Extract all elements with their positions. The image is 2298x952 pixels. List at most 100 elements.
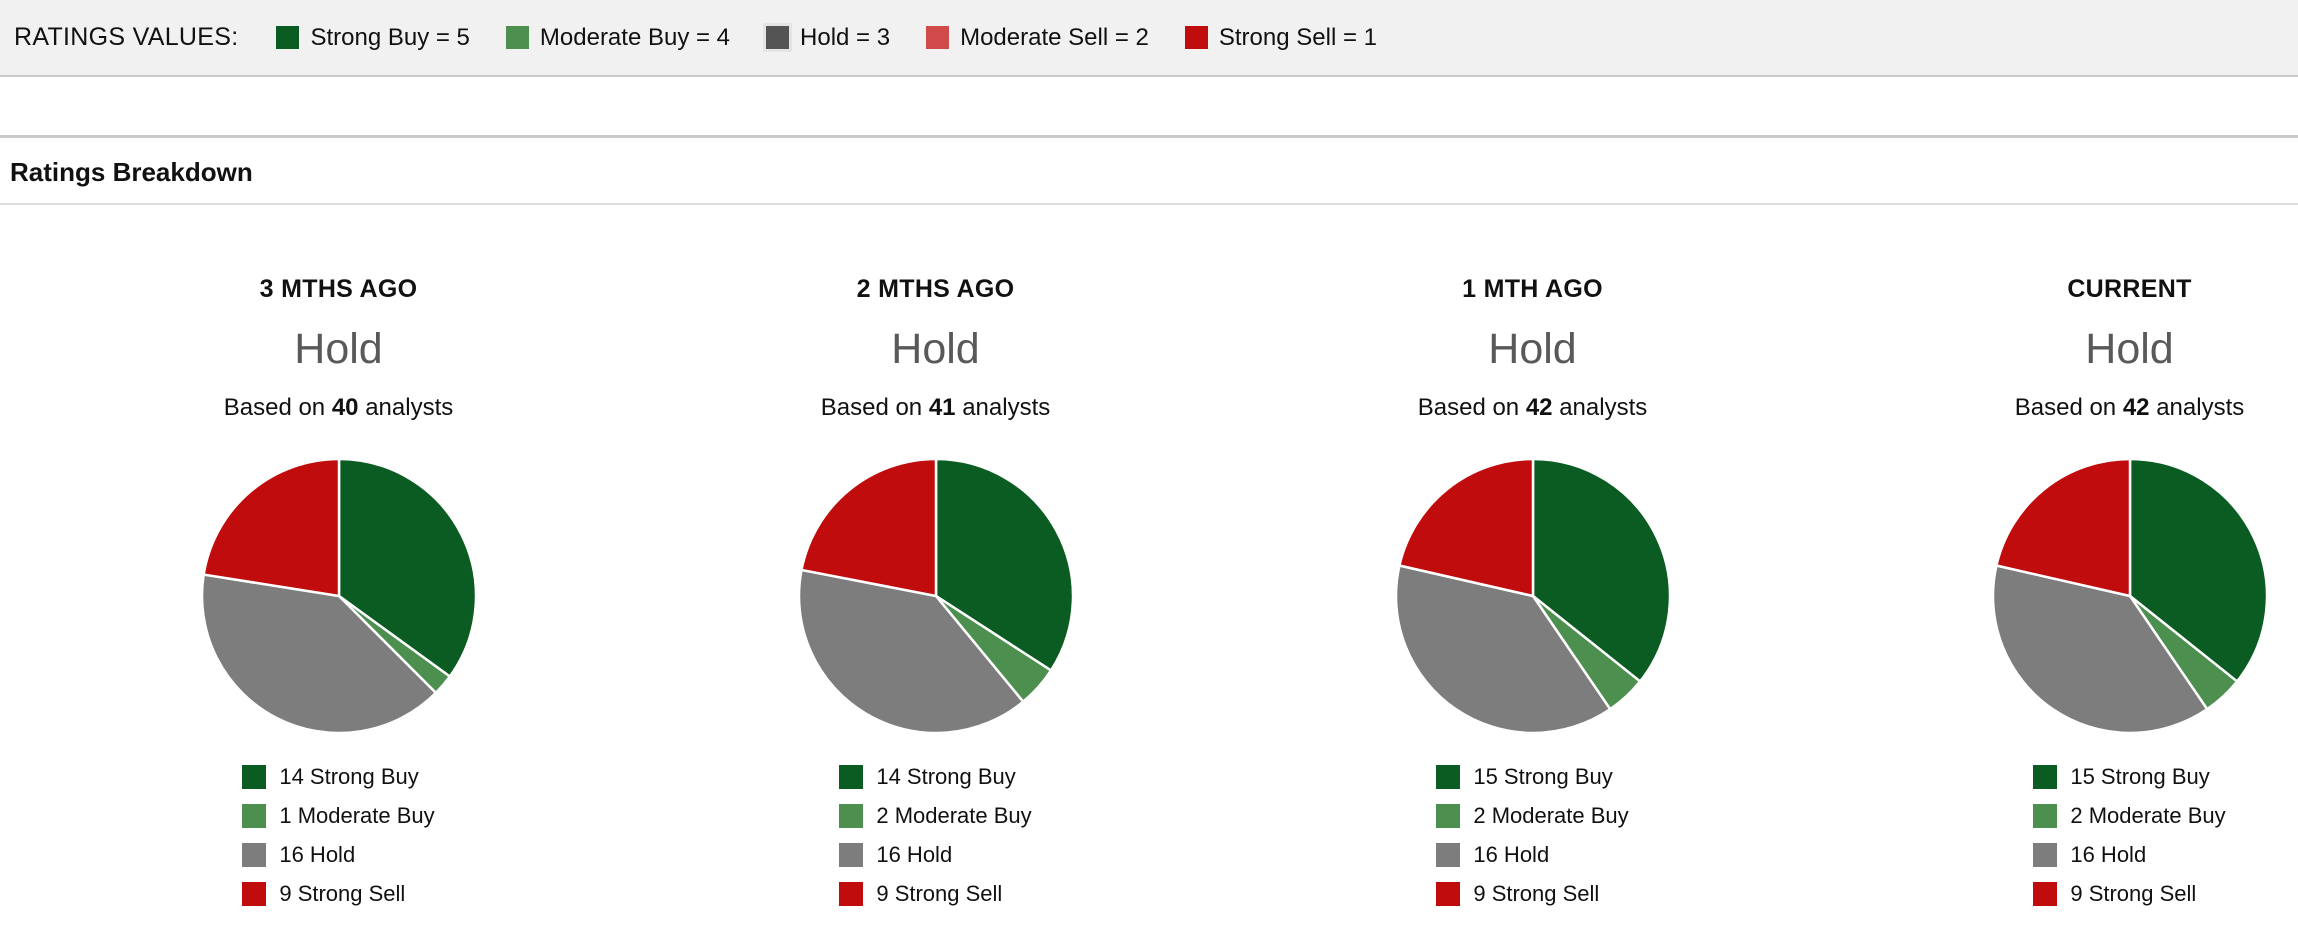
hold-slice[interactable] <box>1991 564 2208 735</box>
pie-legend-row: 2 Moderate Buy <box>839 803 1032 829</box>
pie-legend-row: 9 Strong Sell <box>1436 881 1628 907</box>
strong-buy-slice[interactable] <box>1531 457 1671 683</box>
moderate-sell-swatch <box>926 26 950 49</box>
pie-legend: 15 Strong Buy 2 Moderate Buy 16 Hold 9 Stro… <box>2033 764 2226 907</box>
pie-legend-row: 9 Strong Sell <box>839 881 1031 907</box>
pie-legend-label: 16 Hold <box>279 842 356 867</box>
analysts-count: 41 <box>928 394 956 421</box>
strong-buy-swatch <box>839 765 864 789</box>
hold-swatch <box>766 26 790 49</box>
analysts-count: 42 <box>1525 394 1553 421</box>
strong-sell-slice[interactable] <box>1994 457 2131 598</box>
ratings-column-3-mths-ago: 3 MTHS AGO Hold Based on 40 analysts 14 Str… <box>40 205 637 907</box>
pie-legend-row: 16 Hold <box>1436 842 1628 868</box>
strong-buy-swatch <box>1436 765 1461 789</box>
strong-sell-swatch <box>1436 882 1461 906</box>
moderate-buy-swatch <box>2033 804 2058 828</box>
hold-slice[interactable] <box>797 568 1024 735</box>
strong-buy-swatch <box>242 765 267 789</box>
ratings-value-item: Strong Buy = 5 <box>276 23 470 52</box>
strong-sell-swatch <box>839 882 864 906</box>
ratings-value-item-label: Strong Buy = 5 <box>310 23 470 51</box>
analysts-prefix: Based on <box>1417 394 1526 421</box>
ratings-breakdown-charts: 3 MTHS AGO Hold Based on 40 analysts 14 Str… <box>0 205 2298 907</box>
pie-legend-row: 2 Moderate Buy <box>2033 803 2226 829</box>
strong-sell-slice[interactable] <box>799 457 937 598</box>
period-title: 2 MTHS AGO <box>856 275 1015 303</box>
consensus-rating: Hold <box>1488 325 1577 373</box>
ratings-values-label: RATINGS VALUES: <box>14 23 239 51</box>
consensus-rating: Hold <box>294 325 383 373</box>
ratings-value-item: Strong Sell = 1 <box>1184 24 1377 52</box>
pie-chart-wrap <box>796 456 1076 736</box>
moderate-buy-swatch <box>505 26 529 49</box>
pie-chart-wrap <box>1990 456 2270 736</box>
pie-legend-label: 15 Strong Buy <box>1473 764 1613 789</box>
pie-legend-row: 9 Strong Sell <box>242 881 434 907</box>
pie-legend-label: 2 Moderate Buy <box>1473 803 1629 828</box>
consensus-rating: Hold <box>891 325 980 373</box>
consensus-pie-chart <box>1394 457 1671 735</box>
pie-legend-label: 9 Strong Sell <box>1473 881 1600 906</box>
pie-legend-label: 9 Strong Sell <box>279 881 406 906</box>
ratings-column-current: CURRENT Hold Based on 42 analysts 15 Strong… <box>1831 205 2298 907</box>
pie-legend-row: 15 Strong Buy <box>2033 764 2225 790</box>
strong-buy-slice[interactable] <box>337 457 477 678</box>
analysts-count: 40 <box>331 394 359 421</box>
strong-buy-slice[interactable] <box>2128 457 2268 683</box>
period-title: 3 MTHS AGO <box>259 275 418 303</box>
analysts-suffix: analysts <box>955 394 1051 421</box>
pie-legend: 14 Strong Buy 2 Moderate Buy 16 Hold 9 Stro… <box>839 764 1032 907</box>
consensus-rating: Hold <box>2085 325 2174 373</box>
hold-swatch <box>2033 843 2058 867</box>
ratings-value-item-label: Hold = 3 <box>800 23 891 51</box>
strong-sell-slice[interactable] <box>1397 457 1534 598</box>
pie-legend-label: 16 Hold <box>1473 842 1550 867</box>
consensus-pie-chart <box>797 457 1074 735</box>
hold-slice[interactable] <box>1394 564 1611 735</box>
ratings-value-item-label: Moderate Sell = 2 <box>960 23 1149 51</box>
ratings-value-item: Moderate Sell = 2 <box>926 24 1149 52</box>
strong-sell-swatch <box>2033 882 2058 906</box>
section-title: Ratings Breakdown <box>10 157 253 187</box>
pie-legend-row: 14 Strong Buy <box>839 764 1031 790</box>
analysts-suffix: analysts <box>358 394 454 421</box>
strong-sell-swatch <box>242 882 267 906</box>
analysts-prefix: Based on <box>820 394 929 421</box>
period-title: CURRENT <box>2067 275 2192 303</box>
pie-legend-row: 15 Strong Buy <box>1436 764 1628 790</box>
analysts-prefix: Based on <box>223 394 332 421</box>
pie-legend: 14 Strong Buy 1 Moderate Buy 16 Hold 9 Stro… <box>242 764 435 907</box>
ratings-column-2-mths-ago: 2 MTHS AGO Hold Based on 41 analysts 14 Str… <box>637 205 1234 907</box>
pie-legend-row: 16 Hold <box>242 842 434 868</box>
hold-swatch <box>242 843 267 867</box>
pie-legend-label: 14 Strong Buy <box>876 764 1016 789</box>
pie-legend-label: 2 Moderate Buy <box>876 803 1032 828</box>
strong-sell-swatch <box>1184 26 1208 49</box>
strong-buy-swatch <box>2033 765 2058 789</box>
consensus-pie-chart <box>200 457 477 735</box>
pie-legend-row: 2 Moderate Buy <box>1436 803 1629 829</box>
ratings-value-item: Moderate Buy = 4 <box>505 24 730 52</box>
pie-legend-label: 2 Moderate Buy <box>2070 803 2226 828</box>
pie-legend-row: 16 Hold <box>2033 842 2225 868</box>
pie-legend-label: 16 Hold <box>2070 842 2147 867</box>
ratings-breakdown-header: Ratings Breakdown <box>0 135 2298 205</box>
pie-legend-row: 14 Strong Buy <box>242 764 434 790</box>
hold-swatch <box>839 843 864 867</box>
moderate-buy-swatch <box>242 804 267 828</box>
ratings-values-legend: Strong Buy = 5 Moderate Buy = 4 Hold = 3 Mo… <box>276 24 1377 52</box>
pie-chart-wrap <box>1393 456 1673 736</box>
strong-sell-slice[interactable] <box>201 457 340 598</box>
analysts-suffix: analysts <box>2149 394 2245 421</box>
pie-legend-label: 16 Hold <box>876 842 953 867</box>
hold-slice[interactable] <box>200 573 437 735</box>
analysts-count-note: Based on 41 analysts <box>821 394 1051 422</box>
moderate-buy-swatch <box>839 804 864 828</box>
spacer <box>0 77 2298 135</box>
pie-legend-row: 9 Strong Sell <box>2033 881 2225 907</box>
analysts-count-note: Based on 42 analysts <box>2015 394 2245 422</box>
consensus-pie-chart <box>1991 457 2268 735</box>
analysts-count-note: Based on 40 analysts <box>224 394 454 422</box>
ratings-column-1-mth-ago: 1 MTH AGO Hold Based on 42 analysts 15 Stro… <box>1234 205 1831 907</box>
